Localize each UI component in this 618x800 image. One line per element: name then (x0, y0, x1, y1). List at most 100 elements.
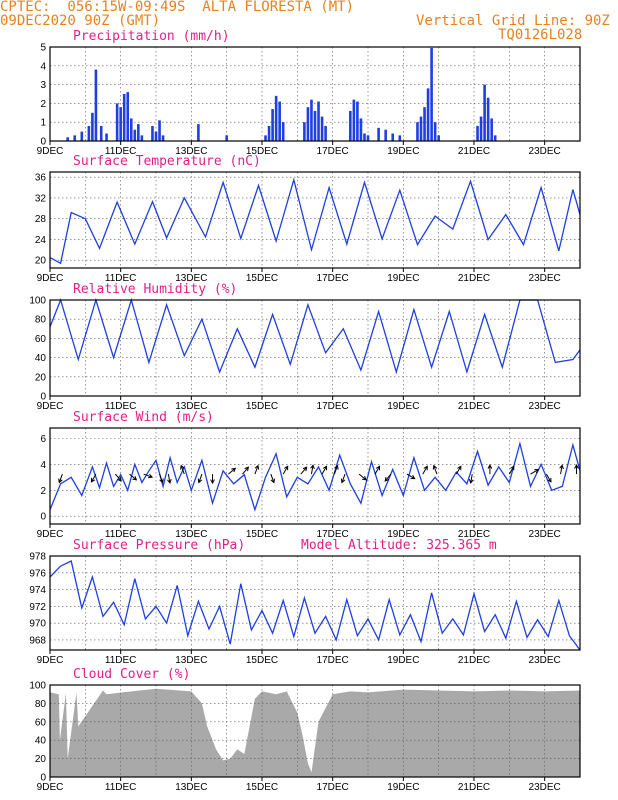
wind-arrow-head (148, 473, 154, 479)
precip-bar (66, 137, 69, 141)
wind-arrow (197, 473, 203, 484)
precip-bar (87, 125, 91, 141)
panel-title: Surface Pressure (hPa) (73, 538, 245, 553)
precip-bar (479, 116, 483, 141)
precip-bar (416, 122, 419, 141)
y-tick-label: 2 (40, 486, 46, 497)
x-tick-label: 11DEC (105, 146, 137, 157)
precip-bar (430, 47, 433, 141)
x-tick-label: 17DEC (317, 401, 349, 412)
wind-arrow-shaft (470, 473, 473, 484)
precip-bar (391, 133, 395, 141)
panel-cloud: 0 20 40 60 80 100 9DEC 11DEC 13DEC 15DEC 17DEC 19DE… (29, 667, 581, 793)
precip-bar (278, 101, 281, 141)
y-tick-label: 4 (40, 460, 46, 471)
y-tick-label: 80 (35, 315, 47, 326)
panel-frame (49, 299, 581, 397)
wind-arrow-shaft (129, 473, 137, 481)
x-tick-label: 9DEC (37, 273, 64, 284)
precip-bar (433, 122, 437, 141)
wind-arrow (129, 473, 138, 481)
precip-bar (490, 118, 493, 141)
precip-bar (154, 131, 158, 141)
x-tick-label: 23DEC (529, 401, 561, 412)
precip-bar (271, 109, 274, 141)
wind-arrow-shaft (254, 465, 259, 475)
y-tick-label: 6 (40, 434, 46, 445)
panel-title: Cloud Cover (%) (73, 667, 190, 682)
precip-bar (140, 135, 144, 141)
wind-arrow-head (423, 465, 428, 471)
x-tick-label: 19DEC (387, 146, 419, 157)
precip-bar (483, 84, 486, 141)
wind-arrow-shaft (167, 473, 171, 484)
x-tick-label: 15DEC (246, 655, 278, 666)
series-line-pres (49, 560, 581, 651)
x-tick-label: 9DEC (37, 146, 64, 157)
x-tick-label: 13DEC (175, 782, 207, 793)
x-tick-label: 21DEC (458, 655, 490, 666)
y-tick-label: 968 (29, 635, 46, 646)
precip-bar (356, 101, 359, 141)
precip-bar (281, 122, 285, 141)
wind-arrow (90, 473, 97, 483)
panel-rh: 0 20 40 60 80 100 9DEC 11DEC 13DEC 15DEC 17DEC 19DE… (29, 282, 581, 412)
wind-arrow-head (180, 464, 185, 470)
precip-bar (317, 101, 320, 141)
x-tick-label: 15DEC (246, 782, 278, 793)
y-tick-label: 974 (29, 585, 46, 596)
wind-arrow-shaft (114, 473, 122, 482)
precip-bar (91, 112, 94, 141)
header-vertical-grid: Vertical Grid Line: 90Z (416, 13, 610, 29)
wind-arrow-shaft (530, 469, 539, 475)
precip-bar (105, 133, 108, 141)
panel-title: Surface Wind (m/s) (73, 410, 214, 425)
x-tick-label: 21DEC (458, 782, 490, 793)
y-tick-label: 32 (35, 193, 47, 204)
panel-frame (49, 684, 581, 778)
wind-arrow-shaft (159, 473, 164, 483)
wind-arrow (333, 464, 339, 475)
precip-bar (363, 133, 366, 141)
wind-arrow-head (310, 464, 315, 470)
header-line-2: 09DEC2020 90Z (GMT) (0, 13, 161, 29)
precip-bar (324, 125, 327, 141)
wind-arrow-head (90, 477, 96, 483)
header-model-id: TQ0126L028 (498, 27, 583, 43)
y-tick-label: 40 (35, 736, 47, 747)
wind-arrow-head (340, 478, 346, 484)
wind-arrow-shaft (242, 466, 249, 475)
wind-arrow (455, 465, 462, 475)
wind-arrow-head (574, 464, 579, 469)
wind-arrow (358, 473, 367, 481)
wind-arrow-shaft (321, 466, 327, 475)
x-tick-label: 19DEC (387, 273, 419, 284)
precip-bar (349, 110, 352, 141)
wind-arrow-shaft (406, 473, 415, 480)
x-tick-label: 23DEC (529, 273, 561, 284)
wind-arrow-head (468, 478, 474, 484)
x-tick-label: 11DEC (105, 655, 137, 666)
y-tick-label: 0 (40, 773, 46, 784)
wind-arrow-head (334, 464, 339, 470)
y-tick-label: 972 (29, 602, 46, 613)
wind-arrow-head (159, 478, 164, 484)
wind-arrow (143, 473, 154, 479)
wind-arrow-head (362, 475, 367, 481)
y-tick-label: 3 (40, 80, 46, 91)
x-tick-label: 13DEC (175, 529, 207, 540)
precip-bar (486, 97, 490, 141)
wind-arrow-shaft (180, 465, 185, 475)
x-tick-label: 13DEC (175, 655, 207, 666)
x-tick-label: 21DEC (458, 529, 490, 540)
x-tick-label: 9DEC (37, 529, 64, 540)
x-tick-label: 15DEC (246, 273, 278, 284)
x-tick-label: 15DEC (246, 146, 278, 157)
precip-bar (94, 69, 98, 141)
wind-arrow-shaft (310, 465, 314, 475)
x-tick-label: 15DEC (246, 401, 278, 412)
wind-arrow-head (375, 465, 381, 471)
precip-bar (303, 122, 306, 141)
wind-arrow-shaft (374, 466, 380, 475)
wind-arrow-head (410, 474, 416, 480)
